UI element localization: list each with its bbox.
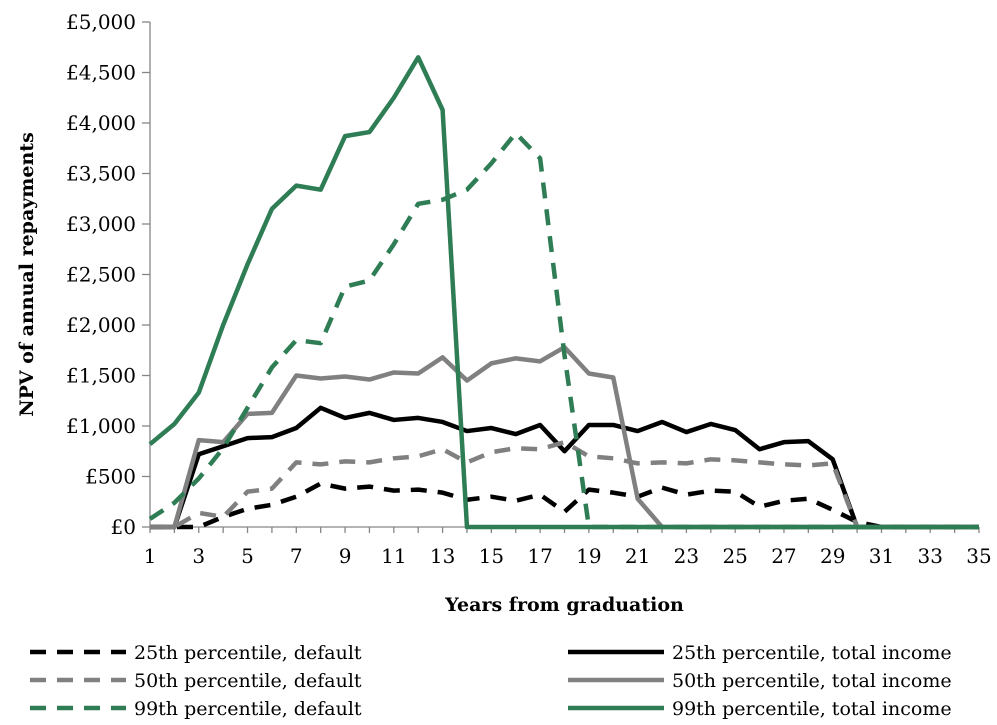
x-axis: 1 3 5 7 9 11 13 15 17 19 21 23 25 27 29 31 33 35 <box>144 526 992 568</box>
y-tick-label: £0 <box>111 515 136 539</box>
x-tick-label: 19 <box>576 544 601 568</box>
x-tick-label: 17 <box>527 544 552 568</box>
legend-label: 99th percentile, total income <box>672 698 952 720</box>
y-axis: £0 £500 £1,000 £1,500 £2,000 £2,500 £3,000 £3,5… <box>66 10 151 539</box>
x-tick-label: 7 <box>290 544 303 568</box>
y-tick-label: £1,500 <box>66 364 136 388</box>
y-tick-label: £3,500 <box>66 162 136 186</box>
x-tick-label: 13 <box>430 544 455 568</box>
y-tick-label: £2,500 <box>66 263 136 287</box>
x-tick-label: 27 <box>771 544 796 568</box>
x-tick-label: 1 <box>144 544 157 568</box>
series-line-99th-percentile-default <box>148 130 979 530</box>
x-tick-label: 29 <box>820 544 845 568</box>
x-tick-label: 31 <box>869 544 894 568</box>
x-tick-label: 5 <box>241 544 254 568</box>
x-axis-title: Years from graduation <box>444 594 684 616</box>
x-tick-label: 33 <box>918 544 943 568</box>
x-tick-label: 15 <box>479 544 504 568</box>
legend-label: 25th percentile, total income <box>672 642 952 664</box>
x-tick-label: 3 <box>192 544 205 568</box>
y-tick-label: £4,500 <box>66 61 136 85</box>
legend-label: 25th percentile, default <box>134 642 362 664</box>
series-lines <box>148 55 979 530</box>
x-tick-label: 9 <box>339 544 352 568</box>
y-tick-label: £3,000 <box>66 212 136 236</box>
x-tick-label: 11 <box>381 544 406 568</box>
series-line-99th-percentile-total-income <box>148 55 979 530</box>
legend-label: 50th percentile, total income <box>672 670 952 692</box>
y-tick-label: £500 <box>85 465 136 489</box>
y-tick-label: £1,000 <box>66 414 136 438</box>
y-tick-label: £4,000 <box>66 111 136 135</box>
x-tick-label: 25 <box>722 544 747 568</box>
x-tick-label: 35 <box>966 544 991 568</box>
y-tick-label: £5,000 <box>66 10 136 34</box>
legend: 25th percentile, default 25th percentile,… <box>30 642 952 720</box>
x-tick-label: 21 <box>625 544 650 568</box>
legend-label: 99th percentile, default <box>134 698 362 720</box>
legend-label: 50th percentile, default <box>134 670 362 692</box>
y-tick-label: £2,000 <box>66 313 136 337</box>
series-line-25th-percentile-default <box>150 481 979 530</box>
x-tick-label: 23 <box>674 544 699 568</box>
y-axis-title: NPV of annual repayments <box>16 132 38 417</box>
